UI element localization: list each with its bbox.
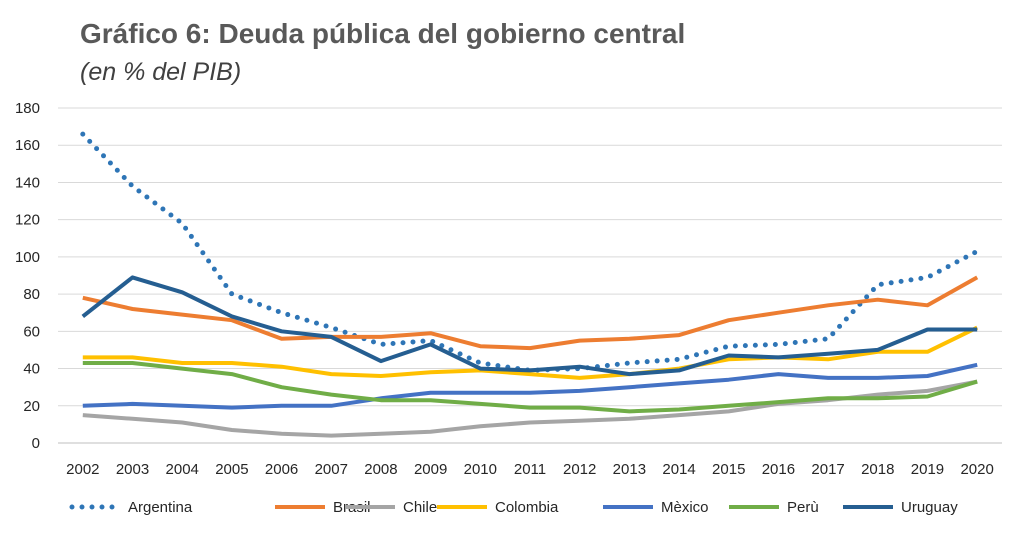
x-tick-label: 2007 — [315, 461, 348, 478]
x-axis-ticks: 2002 2003 2004 2005 2006 2007 2008 2009 2010 2011… — [66, 461, 994, 478]
x-tick-label: 2004 — [166, 461, 199, 478]
x-tick-label: 2016 — [762, 461, 795, 478]
legend-label: Chile — [403, 499, 437, 516]
x-tick-label: 2015 — [712, 461, 745, 478]
legend-item: Colombia — [437, 499, 559, 516]
x-tick-label: 2020 — [960, 461, 993, 478]
x-tick-label: 2017 — [811, 461, 844, 478]
series-line-colombia — [82, 325, 979, 380]
x-tick-label: 2010 — [464, 461, 497, 478]
y-tick-label: 40 — [23, 361, 40, 378]
x-tick-label: 2002 — [66, 461, 99, 478]
y-axis-ticks: 0 20 40 60 80 100 120 140 160 180 — [15, 100, 40, 452]
legend-item: Perù — [729, 499, 819, 516]
chart-title: Gráfico 6: Deuda pública del gobierno ce… — [80, 18, 686, 49]
x-tick-label: 2006 — [265, 461, 298, 478]
x-tick-label: 2013 — [613, 461, 646, 478]
series-line-argentina — [80, 131, 980, 373]
chart-subtitle: (en % del PIB) — [80, 58, 242, 86]
legend-label: Argentina — [128, 499, 193, 516]
series-layer — [80, 131, 980, 438]
x-tick-label: 2009 — [414, 461, 447, 478]
y-tick-label: 60 — [23, 323, 40, 340]
legend-item: Uruguay — [843, 499, 958, 516]
legend-item: Chile — [345, 499, 437, 516]
x-tick-label: 2014 — [662, 461, 695, 478]
x-tick-label: 2011 — [514, 461, 546, 478]
legend-label: Perù — [787, 499, 819, 516]
series-line-brasil — [82, 275, 979, 351]
y-tick-label: 160 — [15, 137, 40, 154]
x-tick-label: 2008 — [364, 461, 397, 478]
legend-label: Mèxico — [661, 499, 709, 516]
legend: ArgentinaBrasilChileColombiaMèxicoPerùUr… — [69, 499, 958, 516]
y-tick-label: 140 — [15, 174, 40, 191]
series-line-uruguay — [81, 275, 978, 377]
legend-label: Uruguay — [901, 499, 958, 516]
legend-label: Colombia — [495, 499, 559, 516]
y-tick-label: 100 — [15, 249, 40, 266]
series-line-mxico — [82, 362, 978, 410]
x-tick-label: 2003 — [116, 461, 149, 478]
y-tick-label: 180 — [15, 100, 40, 117]
series-line-per — [82, 361, 978, 414]
x-tick-label: 2005 — [215, 461, 248, 478]
x-tick-label: 2019 — [911, 461, 944, 478]
x-tick-label: 2018 — [861, 461, 894, 478]
x-tick-label: 2012 — [563, 461, 596, 478]
y-tick-label: 80 — [23, 286, 40, 303]
y-tick-label: 120 — [15, 212, 40, 229]
y-tick-label: 20 — [23, 398, 40, 415]
y-tick-label: 0 — [32, 435, 40, 452]
legend-item: Argentina — [69, 499, 193, 516]
legend-item: Mèxico — [603, 499, 709, 516]
